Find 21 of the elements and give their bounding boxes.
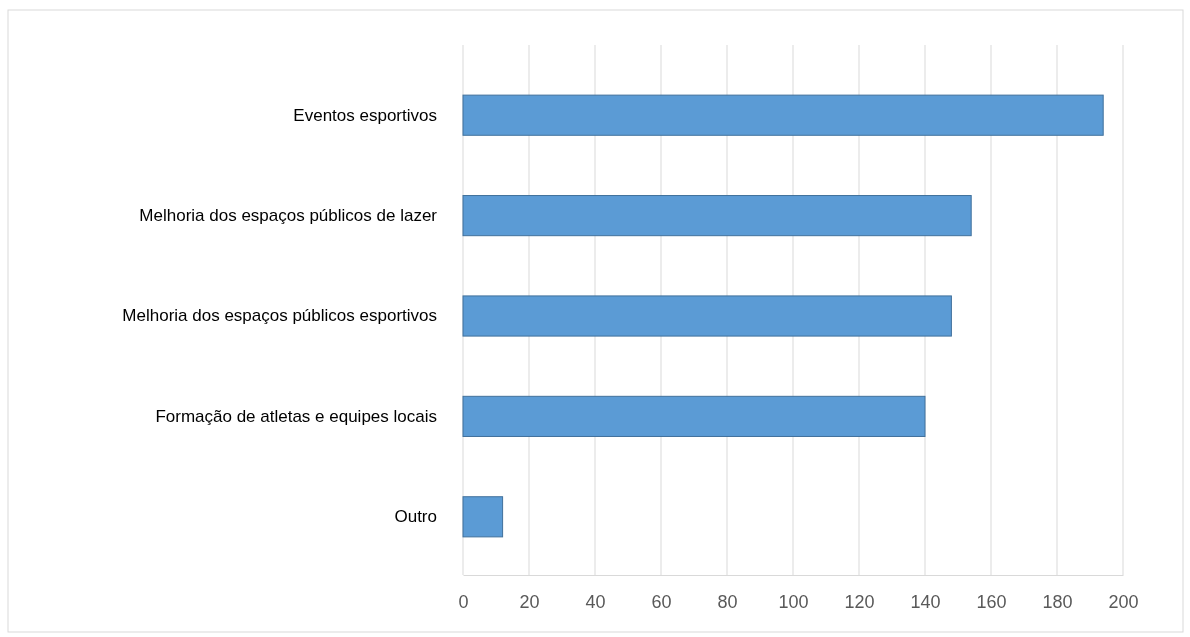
y-tick-label: Melhoria dos espaços públicos de lazer (139, 206, 438, 226)
x-tick-label: 20 (519, 591, 540, 612)
x-tick-label: 140 (910, 591, 941, 612)
bar (462, 496, 504, 538)
x-tick-label: 160 (976, 591, 1007, 612)
y-tick-label: Melhoria dos espaços públicos esportivos (122, 306, 437, 326)
bar (462, 395, 926, 437)
x-tick-label: 100 (778, 591, 809, 612)
x-tick-label: 180 (1042, 591, 1073, 612)
x-tick-label: 40 (585, 591, 606, 612)
bar (462, 94, 1104, 136)
x-tick-label: 60 (651, 591, 672, 612)
bar (462, 295, 952, 337)
bar (462, 195, 972, 237)
x-tick-label: 120 (844, 591, 875, 612)
y-tick-label: Eventos esportivos (293, 105, 437, 125)
y-tick-label: Outro (394, 507, 437, 527)
y-tick-label: Formação de atletas e equipes locais (155, 406, 437, 426)
x-tick-label: 80 (717, 591, 738, 612)
x-tick-label: 0 (458, 591, 469, 612)
x-tick-label: 200 (1108, 591, 1139, 612)
